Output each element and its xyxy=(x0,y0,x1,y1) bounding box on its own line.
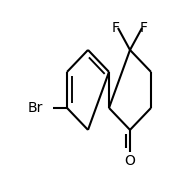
Text: Br: Br xyxy=(28,101,43,115)
Text: F: F xyxy=(140,21,148,35)
Text: O: O xyxy=(125,154,135,168)
Text: F: F xyxy=(112,21,120,35)
